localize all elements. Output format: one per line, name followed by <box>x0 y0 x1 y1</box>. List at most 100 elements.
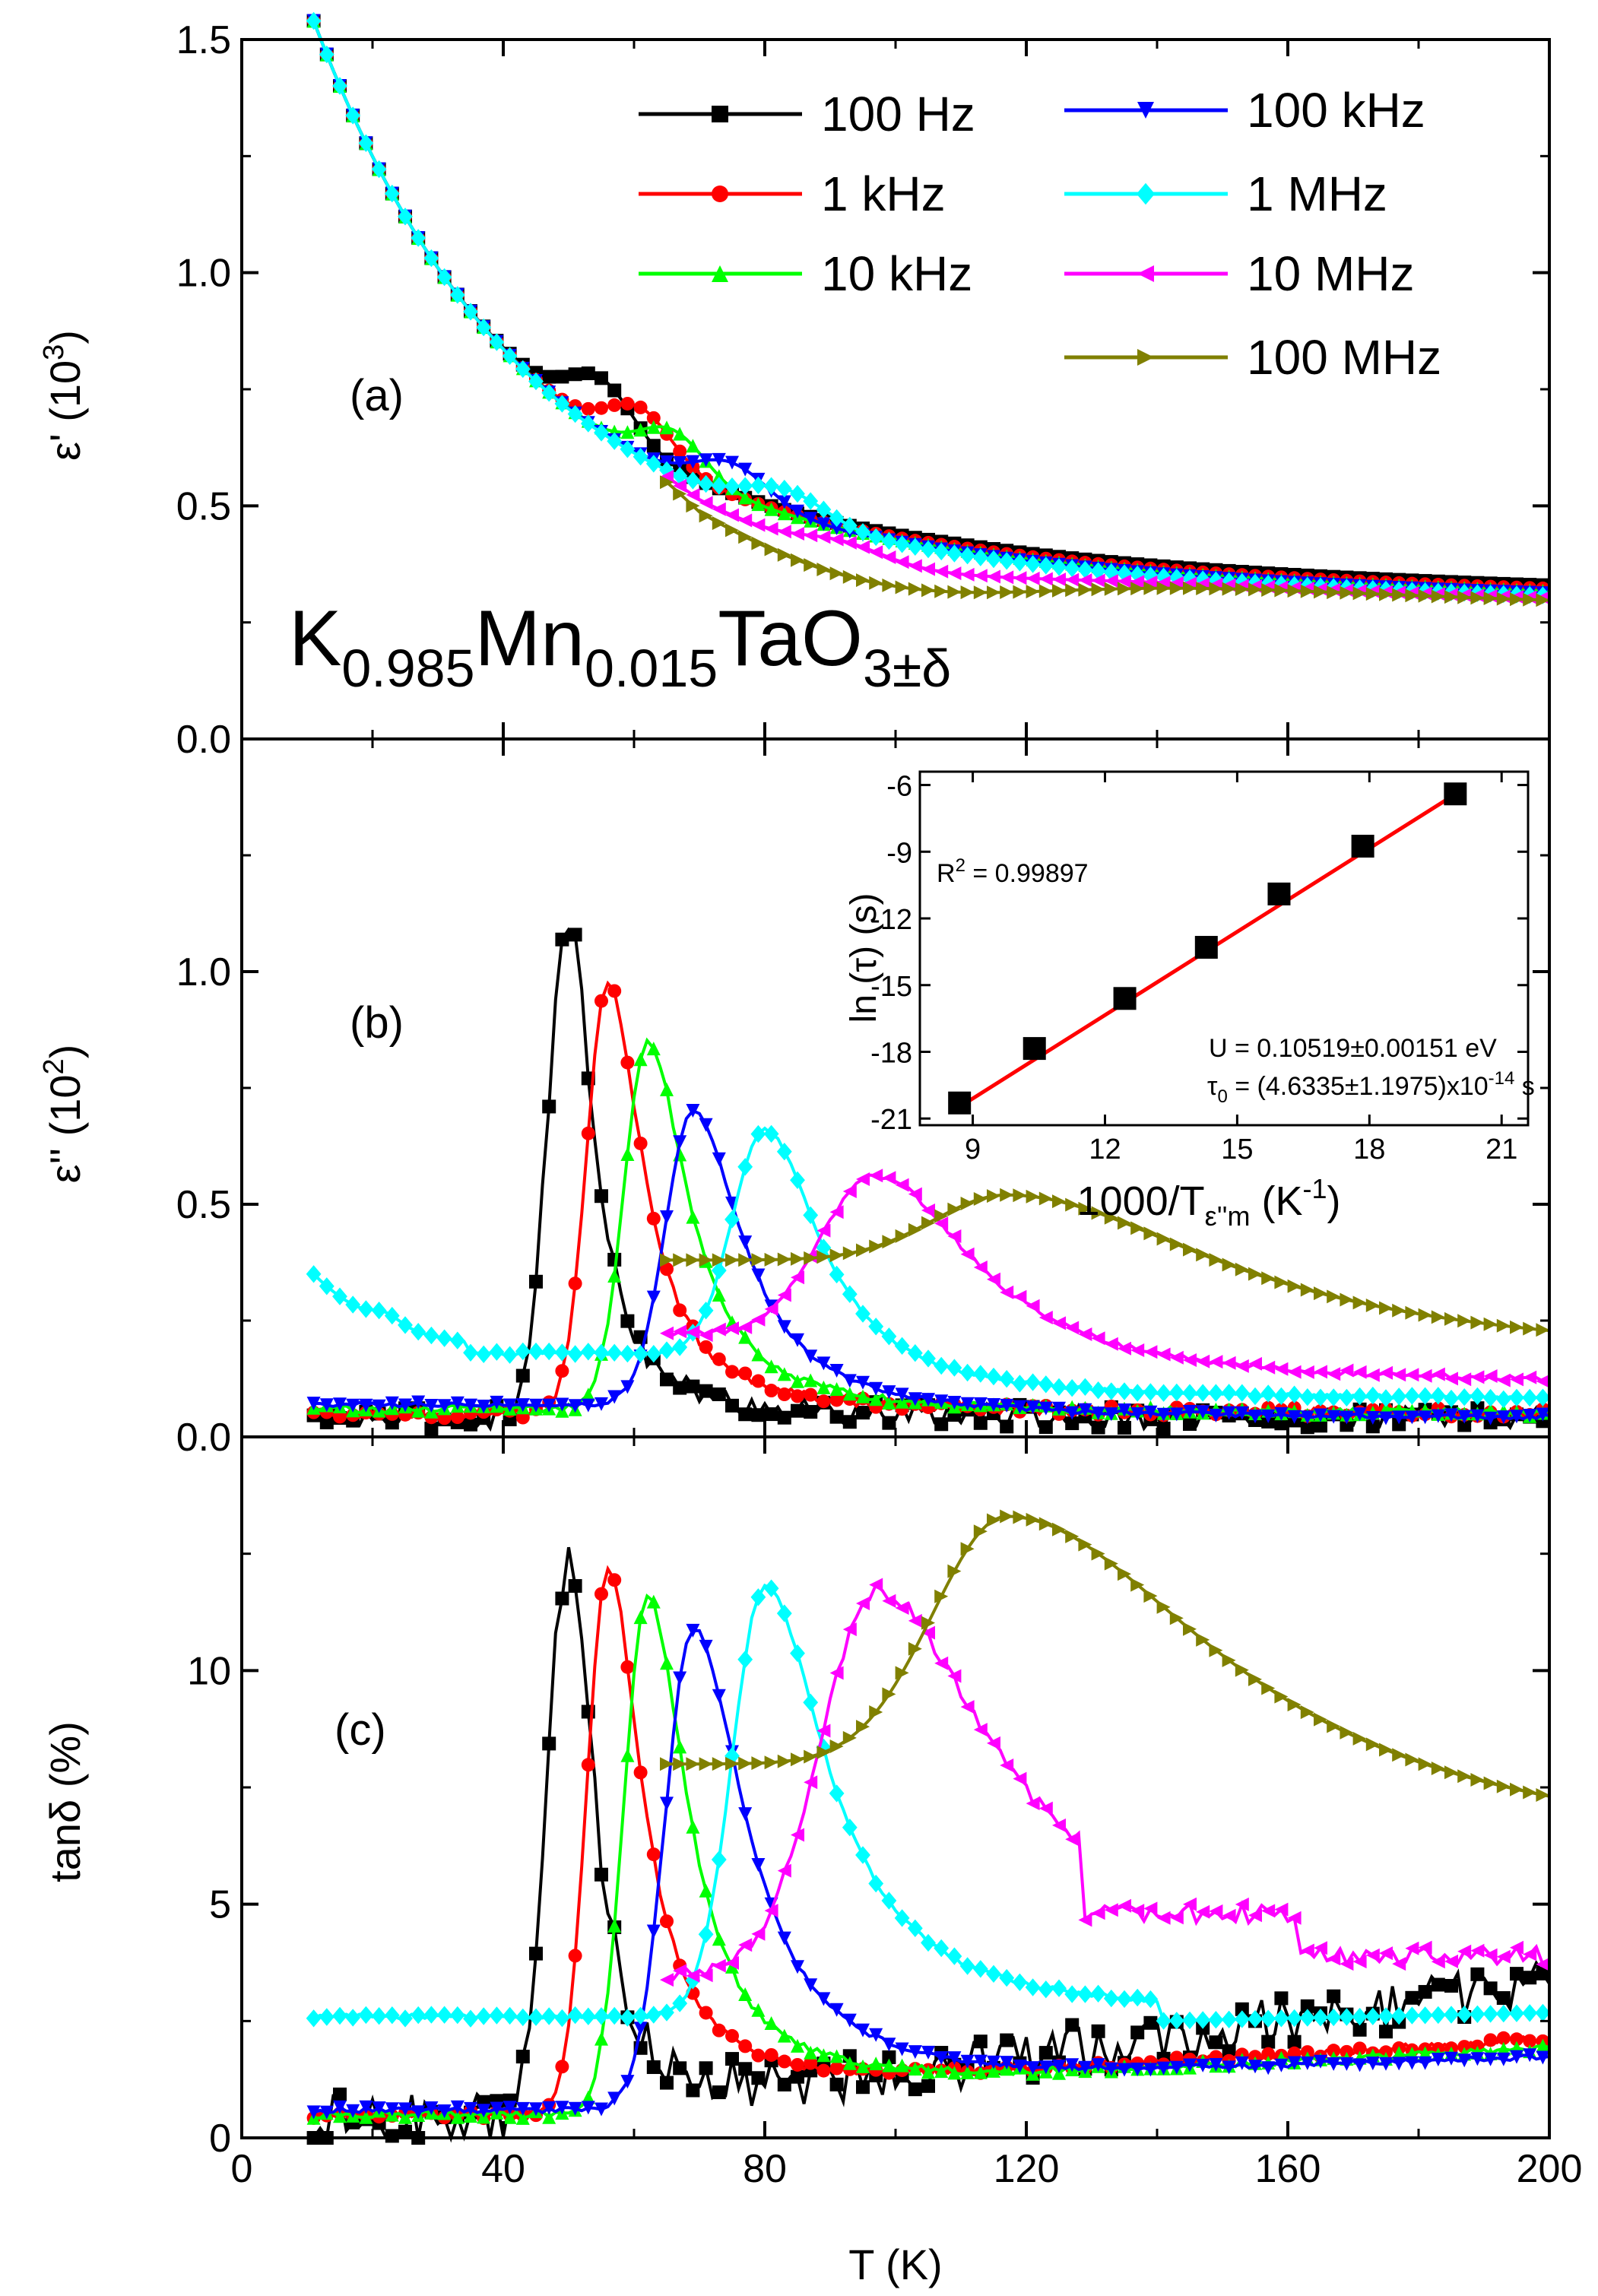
legend-marker <box>712 106 728 122</box>
series-line <box>313 1593 1550 2120</box>
data-point <box>959 1957 975 1975</box>
data-point <box>856 1720 870 1734</box>
data-point <box>1104 1407 1118 1422</box>
data-point <box>712 1932 726 1946</box>
data-point <box>686 1210 700 1224</box>
data-point <box>869 2057 883 2071</box>
data-point <box>1522 2004 1538 2022</box>
data-point <box>882 2050 896 2064</box>
data-point <box>1222 1406 1236 1420</box>
data-point <box>895 2042 909 2057</box>
data-point <box>725 1756 739 1771</box>
data-point <box>960 1542 975 1556</box>
legend-marker <box>1137 102 1154 119</box>
data-point <box>1209 1643 1223 1657</box>
data-point <box>777 1367 791 1381</box>
data-point <box>804 1349 818 1364</box>
data-point <box>633 400 648 414</box>
data-point <box>646 1847 661 1862</box>
data-point <box>1038 557 1054 575</box>
data-point <box>1183 1622 1197 1636</box>
data-point <box>1196 2058 1210 2072</box>
data-point <box>908 559 922 573</box>
data-point <box>1130 2025 1145 2040</box>
data-point <box>791 2057 804 2072</box>
data-point <box>725 1365 739 1379</box>
data-point <box>385 1396 399 1410</box>
data-point <box>895 1394 909 1409</box>
data-point <box>1482 2005 1498 2023</box>
data-point <box>1143 2015 1158 2030</box>
data-point <box>1026 2061 1040 2076</box>
data-point <box>751 2003 766 2017</box>
data-point <box>829 509 845 528</box>
data-point <box>1104 574 1118 588</box>
data-point <box>1352 2022 1367 2037</box>
data-point <box>1405 2056 1419 2070</box>
data-point <box>698 474 714 493</box>
data-point <box>882 1235 896 1249</box>
data-point <box>1339 2008 1355 2026</box>
data-point <box>816 1380 831 1394</box>
data-point <box>1418 1410 1432 1425</box>
data-point <box>855 523 870 541</box>
data-point <box>908 2062 922 2076</box>
data-point <box>411 1403 426 1418</box>
data-point <box>946 544 962 563</box>
data-point <box>306 1265 322 1283</box>
data-point <box>345 1295 361 1314</box>
data-point <box>855 1846 870 1864</box>
data-point <box>542 2110 556 2124</box>
data-point <box>1026 1400 1040 1415</box>
data-point <box>1077 560 1093 579</box>
data-point <box>1078 1537 1092 1552</box>
data-point <box>1091 2058 1105 2072</box>
data-point <box>1209 1253 1223 1267</box>
data-point <box>1038 1191 1053 1206</box>
data-point <box>319 2008 335 2026</box>
y-axis-label-a: ε' (103) <box>38 330 89 461</box>
data-point <box>515 2008 531 2027</box>
data-point <box>804 2045 818 2060</box>
data-point <box>1169 581 1184 595</box>
legend-item-100-khz: 100 kHz <box>1064 83 1425 138</box>
data-point <box>345 106 361 125</box>
data-point <box>737 477 753 495</box>
data-point <box>436 1329 452 1347</box>
data-point <box>1510 2050 1523 2064</box>
data-point <box>620 1748 635 1762</box>
data-point <box>1444 590 1458 604</box>
data-point <box>1078 1913 1092 1927</box>
data-point <box>450 1410 464 1425</box>
data-point <box>581 1126 595 1140</box>
data-point <box>869 545 883 560</box>
data-point <box>1340 585 1354 600</box>
data-point <box>1483 591 1498 605</box>
data-point <box>1118 2063 1131 2077</box>
data-point <box>1444 1954 1458 1968</box>
data-point <box>332 77 347 95</box>
data-point <box>712 1322 726 1337</box>
data-point <box>503 2110 517 2124</box>
data-point <box>1365 2007 1381 2025</box>
data-point <box>1195 2011 1211 2029</box>
axis-ticks: 0.0 0.5 1.0 1.5 0.0 0.5 1.0 0 5 10 0 40 80 120 160 200 <box>176 18 1583 2191</box>
series-b-1-mhz <box>306 1124 1551 1409</box>
data-point <box>842 1374 857 1388</box>
data-point <box>1379 587 1393 601</box>
data-point <box>791 1403 804 1418</box>
data-point <box>1156 1911 1171 1925</box>
data-point <box>1523 1785 1537 1800</box>
data-point <box>804 1405 818 1419</box>
data-point <box>1065 1321 1080 1335</box>
data-point <box>528 2008 544 2026</box>
data-point <box>1065 1529 1080 1543</box>
data-point <box>333 2100 347 2114</box>
data-point <box>633 2006 648 2025</box>
data-point <box>776 1143 792 1161</box>
data-point <box>333 1397 347 1412</box>
data-point <box>1104 1337 1118 1351</box>
data-point <box>934 1589 949 1603</box>
data-point <box>1365 1948 1380 1962</box>
data-point <box>1156 1600 1171 1614</box>
